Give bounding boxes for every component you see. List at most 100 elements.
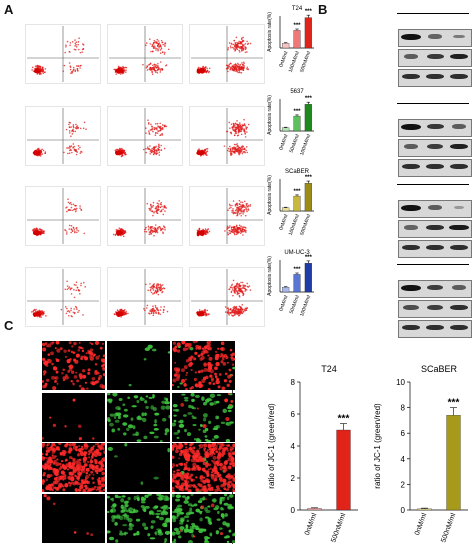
bar [446,415,461,511]
microscopy-image [107,393,170,442]
chart-title: 5637 [290,89,304,95]
blot-strip [398,139,472,157]
microscopy-image [107,443,170,492]
protein-band [450,163,468,170]
microscopy-image [42,393,105,442]
flow-scatter-plot [107,267,183,327]
flow-scatter-plot [25,267,101,327]
protein-band [402,244,420,251]
protein-band [426,304,444,311]
protein-band [426,224,444,231]
protein-band [401,33,421,40]
bar-chart: UM-UC-3 Apoptosis rate(%) 0nM/ml 50nM/ml 100… [262,246,320,328]
significance-label: *** [293,23,301,29]
significance-label: *** [448,398,460,409]
protein-band [426,123,444,130]
flow-scatter-plot [107,24,183,84]
y-tick-label: 4 [291,442,296,451]
chart-title: T24 [321,364,337,374]
protein-band [401,123,421,130]
protein-band [426,324,444,331]
y-axis-label: Apoptosis rate(%) [267,95,273,135]
protein-band [450,304,468,311]
y-tick-label: 10 [396,378,405,387]
blot-strip [398,200,472,218]
flow-scatter-plot [189,24,265,84]
blot-strip [398,300,472,318]
category-label: 50nM/ml [289,295,301,315]
flow-scatter-plot [25,24,101,84]
y-tick-label: 2 [291,474,296,483]
protein-band [450,324,468,331]
protein-band [404,144,418,149]
protein-band [426,163,444,170]
bar-chart: SCaBER Apoptosis rate(%) 0nM/ml 100nM/ml 500… [262,165,320,247]
blot-title-underline [397,184,469,185]
significance-label: *** [305,9,313,15]
blot-strip [398,119,472,137]
microscopy-image [42,494,105,543]
protein-band [428,205,442,210]
blot-strip [398,240,472,258]
microscopy-image [172,341,235,390]
category-label: 100nM/ml [299,134,312,157]
bar-chart: T24 Apoptosis rate(%) 0nM/ml 100nM/ml 500nM/… [262,2,320,84]
protein-band [428,34,442,39]
protein-band [426,143,444,150]
bar [293,195,301,212]
y-tick-label: 6 [401,429,406,438]
protein-band [449,143,469,150]
blot-strip [398,29,472,47]
flow-scatter-plot [25,186,101,246]
y-tick-label: 8 [401,404,406,413]
category-label: 0nM/ml [278,295,289,312]
protein-band [453,34,465,39]
bar-chart: SCaBER ratio of JC-1 (green/red) 0 2 4 6 8 10 0n… [368,362,472,546]
y-axis-label: Apoptosis rate(%) [267,12,273,52]
microscopy-image [107,494,170,543]
protein-band [402,163,420,170]
category-label: 500nM/ml [299,51,312,74]
y-tick-label: 6 [291,410,296,419]
significance-label: *** [293,189,301,195]
chart-title: T24 [292,6,303,12]
y-axis-label: Apoptosis rate(%) [267,175,273,215]
y-axis-label: ratio of JC-1 (green/red) [373,403,382,489]
y-tick-label: 4 [401,455,406,464]
bar [282,207,290,212]
category-label: 500nM/ml [299,214,312,237]
protein-band [449,224,469,231]
microscopy-image [172,443,235,492]
blot-strip [398,69,472,87]
bar-chart: 5637 Apoptosis rate(%) 0nM/ml 50nM/ml 100nM/… [262,85,320,167]
category-label: 500nM/ml [440,512,457,544]
protein-band [454,205,464,210]
protein-band [404,54,418,59]
significance-label: *** [293,109,301,115]
significance-label: *** [305,255,313,261]
blot-title-underline [397,13,469,14]
blot-strip [398,220,472,238]
microscopy-image [42,341,105,390]
panel-letter-b: B [318,2,328,17]
protein-band [402,73,420,80]
panel-letter-c: C [4,318,14,333]
protein-band [426,284,444,291]
bar [417,508,432,511]
microscopy-image [172,393,235,442]
flow-scatter-plot [107,106,183,166]
bar [307,508,322,511]
protein-band [450,73,468,80]
bar [336,429,351,511]
category-label: 0nM/ml [304,512,319,536]
protein-band [449,53,469,60]
bar [304,104,312,132]
bar [293,30,301,49]
bar [282,127,290,132]
protein-band [426,73,444,80]
protein-band [450,244,468,251]
chart-title: SCaBER [421,364,458,374]
chart-title: SCaBER [285,169,310,175]
chart-title: UM-UC-3 [284,250,310,256]
category-label: 50nM/ml [289,134,301,154]
